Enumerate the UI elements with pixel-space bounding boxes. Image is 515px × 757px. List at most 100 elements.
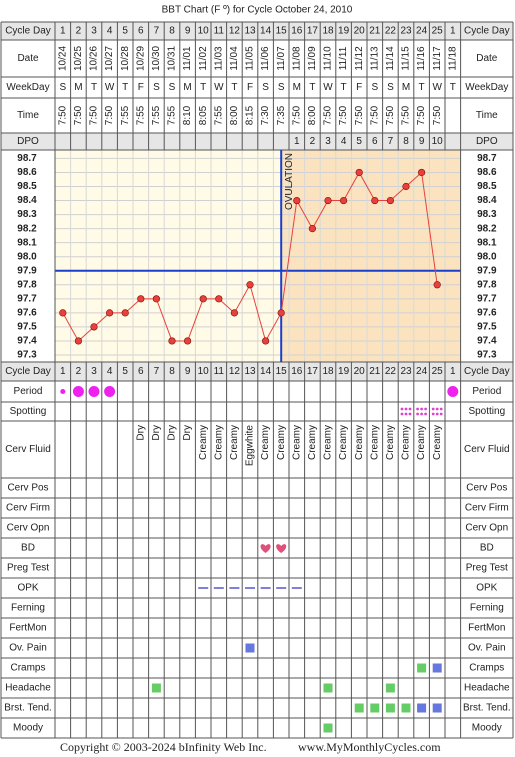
cell-text: 7:50 xyxy=(432,105,443,125)
cell-text: F xyxy=(356,82,362,93)
y-tick-label: 98.0 xyxy=(477,251,497,262)
spot-dot xyxy=(424,407,427,411)
cell-text: 7:50 xyxy=(57,105,68,125)
symptom-mark xyxy=(432,663,442,673)
spot-dot xyxy=(404,407,408,411)
period-dot xyxy=(60,389,66,394)
spot-dot xyxy=(420,407,423,411)
chart-title: BBT Chart (F º) for Cycle October 24, 20… xyxy=(162,5,353,16)
y-tick-label: 98.6 xyxy=(477,167,497,178)
y-tick-label: 98.3 xyxy=(477,209,497,220)
cell-text: 11 xyxy=(214,26,225,37)
cell-text: 18 xyxy=(322,26,334,37)
cell-text: 7:55 xyxy=(167,105,178,125)
cell-text: Creamy xyxy=(338,425,349,460)
spot-dot xyxy=(424,412,427,416)
temperature-point xyxy=(121,309,129,317)
cell-text: 7 xyxy=(154,366,160,377)
cell-text: 13 xyxy=(244,366,256,377)
spot-dot xyxy=(400,412,404,416)
row-label: Cerv Firm xyxy=(465,503,509,514)
cell-text: 25 xyxy=(432,366,444,377)
y-tick-label: 97.5 xyxy=(17,322,37,333)
period-dot xyxy=(104,386,116,397)
cell-text: 24 xyxy=(416,366,428,377)
y-tick-label: 98.1 xyxy=(17,237,37,248)
temperature-point xyxy=(418,168,426,177)
cell-text: 19 xyxy=(338,26,350,37)
cell-text: 11/02 xyxy=(198,46,209,71)
row-label: Ov. Pain xyxy=(468,643,506,654)
cell-text: Creamy xyxy=(213,425,224,460)
cell-text: 2 xyxy=(310,136,316,147)
cell-text: 5 xyxy=(122,26,128,37)
cell-text: 11/04 xyxy=(229,46,240,71)
cell-text: 11/15 xyxy=(401,46,412,71)
y-tick-label: 98.6 xyxy=(17,167,37,178)
cell-text: S xyxy=(278,82,285,93)
cell-text: 8:00 xyxy=(307,105,318,125)
cell-text: T xyxy=(450,82,456,93)
row-label: OPK xyxy=(17,583,38,594)
row-label: Cycle Day xyxy=(5,366,51,377)
cell-text: 12 xyxy=(229,366,241,377)
temperature-point xyxy=(402,182,410,191)
y-tick-label: 98.5 xyxy=(477,181,497,192)
cell-text: 10/30 xyxy=(151,46,162,71)
temperature-point xyxy=(59,309,67,317)
row-label: Cerv Fluid xyxy=(464,444,510,455)
spot-dot xyxy=(431,412,435,416)
cell-text: 1 xyxy=(60,366,66,377)
cell-text: 5 xyxy=(356,136,362,147)
period-dot xyxy=(88,386,100,397)
y-tick-label: 97.6 xyxy=(17,308,37,319)
cell-text: Dry xyxy=(182,425,193,441)
cell-text: 7 xyxy=(388,136,394,147)
cell-text: 14 xyxy=(260,366,272,377)
cell-text: Creamy xyxy=(416,425,427,460)
row-label: BD xyxy=(21,543,35,554)
cell-text: 1 xyxy=(450,366,456,377)
symptom-mark xyxy=(417,663,427,673)
cell-text: 9 xyxy=(185,366,191,377)
spotting-mark xyxy=(431,407,443,416)
row-label: Period xyxy=(472,386,501,397)
cell-text: S xyxy=(262,82,269,93)
site-link[interactable]: www.MyMonthlyCycles.com xyxy=(298,740,441,754)
row-label: Cerv Firm xyxy=(6,503,50,514)
cell-text: Dry xyxy=(167,425,178,441)
cell-text: 11 xyxy=(214,366,225,377)
cell-text: 11/06 xyxy=(260,46,271,71)
row-label: Cerv Pos xyxy=(7,483,48,494)
cell-text: 6 xyxy=(138,26,144,37)
row-label: DPO xyxy=(17,136,39,147)
cell-text: 11/13 xyxy=(369,46,380,71)
cell-text: 10/26 xyxy=(89,46,100,71)
cell-text: Creamy xyxy=(198,425,209,460)
spot-dot xyxy=(435,407,439,411)
cell-text: M xyxy=(402,82,410,93)
bd-heart xyxy=(260,544,271,553)
period-dot xyxy=(72,386,84,397)
cell-text: 25 xyxy=(432,26,444,37)
cell-text: Creamy xyxy=(323,425,334,460)
cell-text: 8:15 xyxy=(245,105,256,125)
cell-text: Creamy xyxy=(291,425,302,460)
ovulation-label: OVULATION xyxy=(284,153,295,210)
spot-dot xyxy=(404,412,408,416)
spot-dot xyxy=(408,407,412,411)
y-tick-label: 98.4 xyxy=(477,195,497,206)
symptom-mark xyxy=(401,703,411,713)
cell-text: W xyxy=(105,82,115,93)
cell-text: M xyxy=(293,82,301,93)
cell-text: 16 xyxy=(291,366,303,377)
cell-text: 11/11 xyxy=(338,46,349,70)
cell-text: 10/24 xyxy=(57,46,68,71)
spot-dot xyxy=(420,412,423,416)
cell-text: 9 xyxy=(419,136,425,147)
y-tick-label: 97.9 xyxy=(477,265,497,276)
cell-text: 19 xyxy=(338,366,350,377)
y-tick-label: 97.7 xyxy=(17,293,37,304)
cell-text: Creamy xyxy=(276,425,287,460)
